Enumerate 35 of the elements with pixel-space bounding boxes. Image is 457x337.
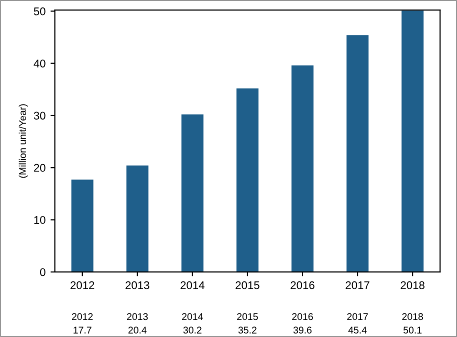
bar — [291, 65, 314, 272]
data-label: 30.2 — [183, 326, 202, 334]
y-tick-label: 40 — [34, 60, 46, 68]
bar — [346, 35, 369, 272]
data-label: 35.2 — [238, 326, 256, 334]
bar — [402, 10, 424, 272]
x-tick-label: 2014 — [180, 281, 204, 290]
bar — [71, 180, 94, 272]
data-label: 20.4 — [128, 326, 147, 334]
data-label: 39.6 — [293, 326, 312, 334]
x-tick-label: 2018 — [400, 281, 424, 290]
y-tick-label: 0 — [40, 268, 46, 276]
x-tick-label: 2015 — [236, 281, 260, 290]
category-label: 2015 — [237, 313, 258, 320]
bar — [181, 114, 204, 272]
category-label: 2018 — [402, 313, 423, 320]
data-label: 50.1 — [404, 326, 422, 334]
category-label: 2012 — [72, 313, 93, 320]
x-tick-label: 2012 — [70, 281, 94, 290]
data-label: 45.4 — [348, 326, 367, 334]
x-tick-label: 2016 — [290, 281, 314, 290]
category-label: 2016 — [292, 313, 313, 320]
category-label: 2017 — [347, 313, 368, 320]
y-tick-label: 50 — [34, 7, 46, 16]
y-tick-label: 20 — [34, 164, 46, 172]
bar — [126, 166, 148, 272]
y-tick-label: 10 — [34, 216, 46, 224]
x-tick-label: 2013 — [126, 281, 150, 290]
data-label: 17.7 — [74, 326, 92, 334]
category-label: 2013 — [127, 313, 148, 320]
y-axis-title: (Million unit/Year) — [18, 104, 28, 178]
x-tick-label: 2017 — [346, 281, 370, 290]
bar — [236, 88, 258, 272]
category-label: 2014 — [182, 313, 203, 320]
y-tick-label: 30 — [34, 112, 46, 120]
